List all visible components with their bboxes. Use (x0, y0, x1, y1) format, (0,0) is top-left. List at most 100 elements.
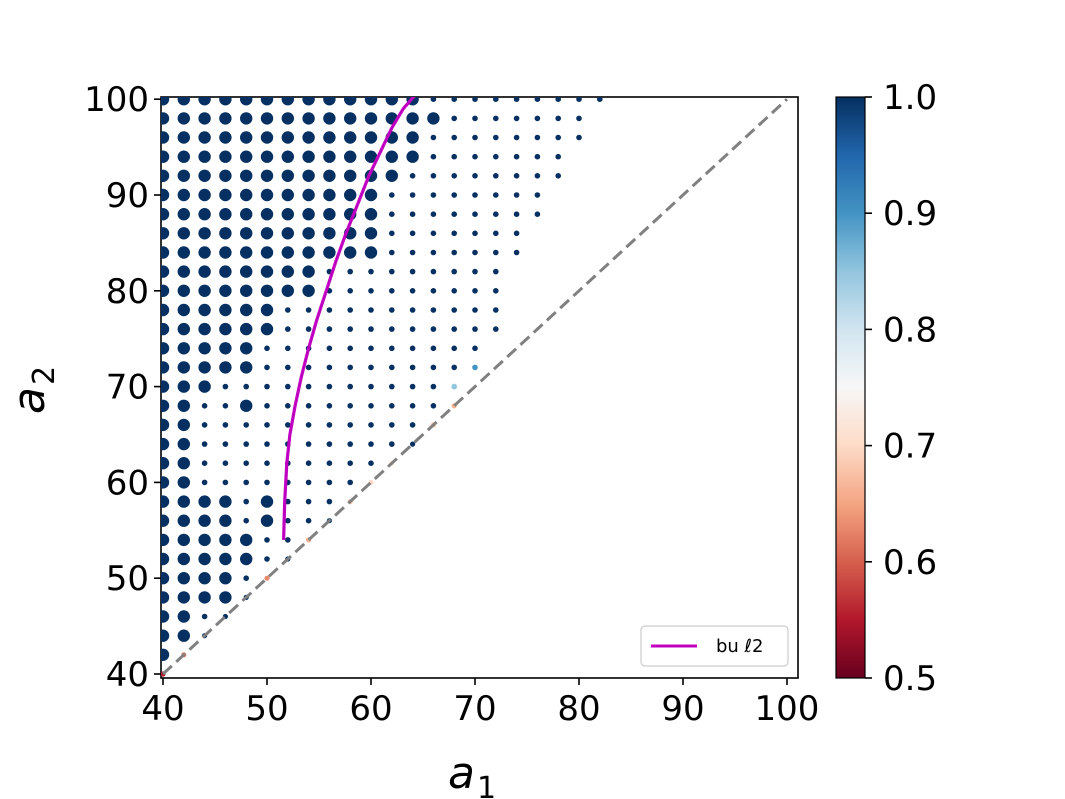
scatter-point-large (219, 361, 232, 374)
scatter-point-small (347, 479, 354, 486)
scatter-point-large (281, 150, 294, 163)
scatter-point-large (260, 265, 274, 278)
scatter-point-small (451, 307, 458, 313)
scatter-point-large (177, 514, 190, 527)
scatter-point-small (472, 326, 478, 332)
scatter-point-large (161, 476, 170, 489)
scatter-point-small (389, 326, 395, 332)
scatter-point-small (513, 134, 520, 141)
scatter-point-large (406, 150, 419, 163)
scatter-point-small (534, 173, 541, 179)
scatter-point-small (513, 173, 520, 179)
scatter-point-small (472, 153, 478, 160)
scatter-point-large (177, 208, 190, 221)
scatter-point-large (198, 361, 211, 374)
scatter-point-large (260, 188, 274, 202)
scatter-point-large (219, 533, 232, 547)
scatter-point-small (451, 211, 458, 217)
series-lines (161, 97, 789, 676)
scatter-point-small (409, 288, 416, 294)
scatter-point-small (493, 134, 499, 141)
scatter-point-small (409, 383, 416, 390)
scatter-point-small (264, 537, 270, 543)
scatter-point-small (493, 173, 499, 179)
scatter-point-large (161, 208, 170, 221)
scatter-point-large (161, 284, 170, 297)
scatter-point-small (534, 115, 541, 122)
scatter-point-large (323, 227, 336, 240)
scatter-point-small (534, 97, 541, 102)
scatter-point-large (344, 112, 357, 125)
scatter-point-large (302, 97, 315, 106)
scatter-point-small (368, 345, 374, 352)
scatter-point-large (177, 572, 190, 585)
scatter-point-large (364, 131, 378, 144)
scatter-point-large (219, 97, 232, 106)
scatter-point-large (161, 610, 170, 623)
scatter-point-large (161, 629, 170, 642)
y-axis-ticks: 40 50 60 70 80 90 100 (84, 80, 161, 695)
scatter-point-large (198, 303, 211, 317)
scatter-point-small (285, 345, 291, 352)
scatter-point-large (240, 227, 253, 240)
scatter-point-small (285, 403, 291, 409)
scatter-point-large (302, 246, 315, 259)
scatter-point-large (240, 265, 253, 278)
scatter-point-small (222, 441, 229, 447)
scatter-point-large (198, 208, 211, 221)
scatter-point-small (513, 211, 520, 217)
scatter-point-small (534, 134, 541, 141)
scatter-point-large (177, 322, 190, 336)
scatter-point-large (406, 112, 419, 125)
scatter-point-large (177, 284, 190, 297)
scatter-point-large (302, 265, 315, 278)
scatter-point-small (472, 230, 478, 237)
scatter-point-large (198, 380, 211, 393)
scatter-point-small (451, 173, 458, 179)
scatter-point-small (264, 460, 270, 467)
scatter-point-small (409, 173, 416, 179)
scatter-point-small (264, 383, 270, 390)
scatter-point-large (302, 284, 315, 297)
scatter-point-small (243, 383, 249, 390)
scatter-point-large (323, 131, 336, 144)
scatter-point-large (198, 169, 211, 182)
scatter-point-large (198, 227, 211, 240)
scatter-point-large (177, 591, 190, 604)
scatter-point-small (430, 364, 437, 371)
scatter-point-large (198, 188, 211, 202)
scatter-point-small (347, 288, 354, 294)
scatter-point-small (534, 211, 541, 217)
scatter-point-small (513, 153, 520, 160)
scatter-point-small (472, 192, 478, 198)
scatter-point-large (161, 380, 170, 393)
scatter-point-large (219, 552, 232, 566)
y-axis-label: a2 (4, 366, 62, 414)
scatter-point-large (177, 188, 190, 202)
scatter-point-small (305, 460, 312, 467)
scatter-point-small (201, 441, 208, 447)
scatter-point-small (201, 479, 208, 486)
colorbar-tick-label: 0.6 (883, 543, 937, 583)
scatter-point-large (219, 303, 232, 317)
scatter-point-small (493, 153, 499, 160)
scatter-point-small (430, 211, 437, 217)
scatter-point-small (368, 460, 374, 467)
scatter-point-large (281, 97, 294, 106)
scatter-point-small (264, 422, 270, 428)
scatter-point-small (305, 326, 312, 332)
scatter-point-large (161, 514, 170, 527)
scatter-point-small (326, 345, 333, 352)
x-tick-label: 100 (755, 689, 820, 729)
scatter-point-large (240, 246, 253, 259)
scatter-point-large (364, 227, 378, 240)
scatter-point-large (240, 552, 253, 566)
scatter-point-large (323, 208, 336, 221)
scatter-point-small (472, 134, 478, 141)
scatter-point-large (161, 552, 170, 566)
scatter-point-small (513, 230, 520, 237)
scatter-point-large (323, 150, 336, 163)
scatter-point-small (264, 345, 270, 352)
scatter-point-small (285, 364, 291, 371)
scatter-point-small (409, 403, 416, 409)
